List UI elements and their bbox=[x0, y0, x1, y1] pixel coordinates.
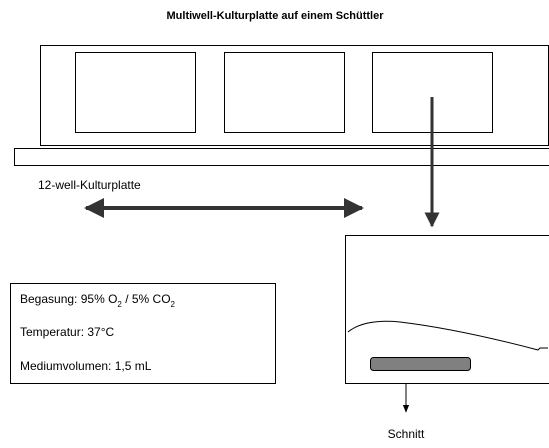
info-line: Mediumvolumen: 1,5 mL bbox=[20, 359, 152, 373]
text: Begasung: 95% O bbox=[20, 292, 117, 306]
text: Temperatur: 37°C bbox=[20, 325, 115, 339]
cell-layer bbox=[370, 357, 471, 371]
title: Multiwell-Kulturplatte auf einem Schüttl… bbox=[167, 10, 385, 22]
info-line: Begasung: 95% O2 / 5% CO2 bbox=[20, 292, 176, 309]
shaker bbox=[14, 148, 549, 166]
info-line: Temperatur: 37°C bbox=[20, 325, 115, 339]
well bbox=[224, 52, 345, 133]
text: Mediumvolumen: 1,5 mL bbox=[20, 359, 152, 373]
section-label: Schnitt bbox=[388, 427, 425, 441]
info-box bbox=[10, 283, 276, 384]
medium-surface bbox=[347, 320, 548, 351]
subscript: 2 bbox=[171, 300, 176, 309]
text: / 5% CO bbox=[122, 292, 171, 306]
subscript: 2 bbox=[117, 300, 122, 309]
plate-label: 12-well-Kulturplatte bbox=[38, 178, 141, 192]
well bbox=[75, 52, 196, 133]
